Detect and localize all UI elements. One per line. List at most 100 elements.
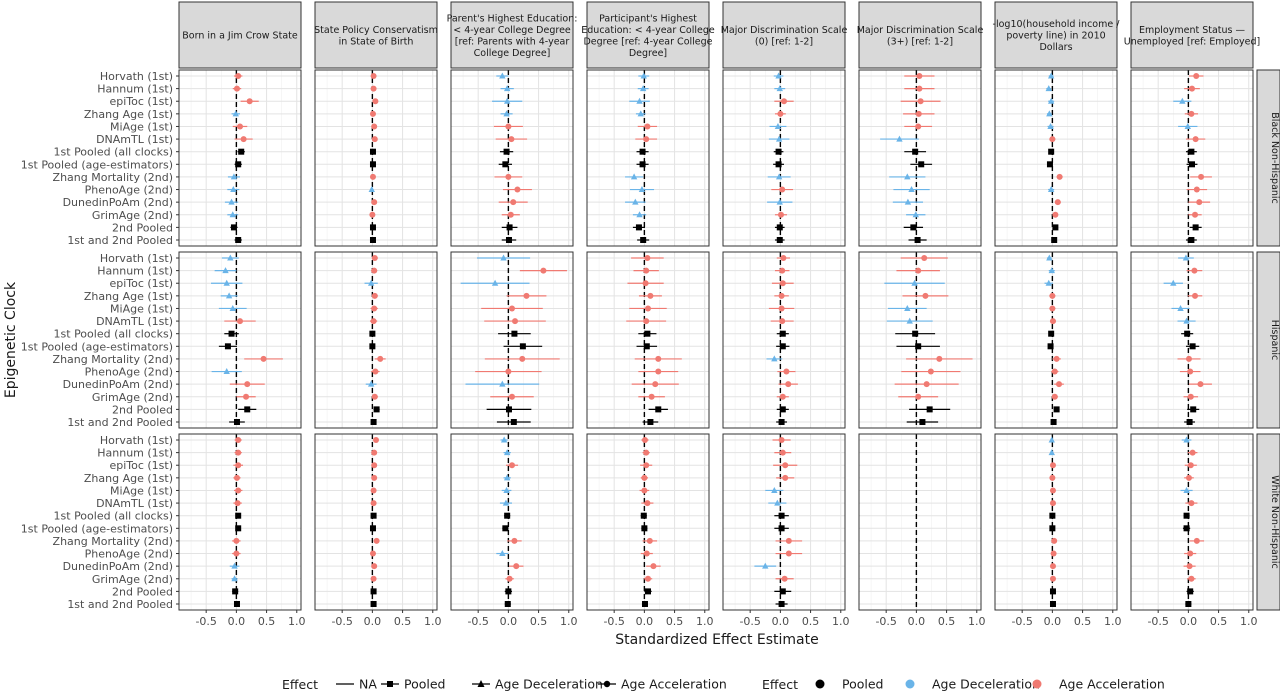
panel-background (995, 252, 1117, 428)
acceleration-point (505, 368, 512, 375)
column-header-box (722, 1, 846, 69)
acceleration-point (370, 85, 377, 92)
acceleration-point (511, 537, 518, 544)
acceleration-point (1197, 381, 1204, 388)
acceleration-point (370, 500, 377, 507)
x-tick-label: -0.5 (331, 615, 352, 628)
pooled-point (506, 224, 513, 231)
column-header-label: -log10(household income / (993, 19, 1121, 30)
pooled-point (502, 525, 509, 532)
acceleration-point (923, 381, 930, 388)
acceleration-point (1049, 305, 1056, 312)
pooled-point (776, 237, 783, 243)
acceleration-point (1196, 199, 1203, 206)
y-tick-label: Horvath (1st) (100, 252, 173, 265)
pooled-point (912, 330, 919, 337)
acceleration-point (783, 368, 790, 375)
pooled-point (910, 224, 917, 231)
deceleration-point (228, 198, 235, 205)
column-header-box (178, 1, 302, 69)
acceleration-point (643, 267, 650, 274)
column-header-box (994, 1, 1118, 69)
acceleration-point (509, 393, 515, 400)
deceleration-point (636, 211, 643, 218)
acceleration-point (785, 537, 792, 544)
column-header-label: < 4-year College Degree (453, 25, 571, 36)
acceleration-point (514, 186, 521, 193)
deceleration-point (638, 186, 646, 193)
pooled-point (504, 512, 511, 519)
panel-border (178, 69, 302, 247)
facet-panels: Born in a Jim Crow State State Policy Con… (21, 1, 1280, 628)
panel-background (723, 70, 845, 246)
deceleration-point (630, 173, 638, 180)
x-tick-label: 0.0 (908, 615, 926, 628)
pooled-point (370, 419, 377, 425)
acceleration-point (779, 267, 786, 274)
deceleration-point (368, 186, 375, 193)
acceleration-point (777, 211, 784, 218)
panel-border (450, 69, 574, 247)
deceleration-point (230, 173, 238, 180)
x-tick-label: 0.0 (228, 615, 246, 628)
acceleration-point (377, 355, 384, 362)
acceleration-point (370, 575, 377, 582)
acceleration-point (915, 110, 922, 117)
acceleration-point (781, 98, 787, 105)
panel-background (1131, 70, 1253, 246)
deceleration-point (1047, 72, 1055, 79)
acceleration-point (915, 123, 922, 130)
pooled-point (233, 419, 240, 425)
acceleration-point (916, 73, 923, 79)
pooled-point (1184, 330, 1191, 337)
acceleration-point (1049, 292, 1056, 299)
column-header-label: Degree [ref: 4-year College (583, 36, 712, 47)
acceleration-point (373, 437, 379, 443)
x-tick-label: 1.0 (1240, 615, 1258, 628)
panel-background (723, 434, 845, 610)
column-header-label: State Policy Conservatism (314, 25, 438, 36)
acceleration-point (643, 462, 650, 469)
pooled-point (238, 148, 245, 155)
acceleration-point (777, 110, 784, 117)
acceleration-point (1185, 355, 1192, 362)
x-tick-label: 1.0 (288, 615, 306, 628)
panel-border (722, 69, 846, 247)
deceleration-point (912, 211, 919, 218)
panel-border (1130, 69, 1254, 247)
legend-acceleration-key (603, 680, 611, 688)
deceleration-point (636, 97, 643, 104)
x-tick-label: 0.0 (1044, 615, 1062, 628)
deceleration-point (499, 72, 506, 79)
pooled-point (912, 148, 919, 155)
deceleration-point (1048, 449, 1055, 456)
pooled-point (647, 419, 654, 425)
acceleration-point (1052, 211, 1059, 218)
deceleration-point (904, 198, 912, 205)
pooled-point (1050, 419, 1057, 425)
y-tick-label: Zhang Age (1st) (84, 290, 173, 303)
x-tick-label: -0.5 (467, 615, 488, 628)
panel-background (451, 434, 573, 610)
acceleration-point (369, 173, 376, 180)
pooled-point (640, 237, 647, 243)
deceleration-point (367, 279, 375, 286)
acceleration-point (915, 267, 922, 274)
x-tick-label: 0.5 (530, 615, 548, 628)
pooled-point (1183, 512, 1190, 519)
pooled-point (775, 161, 782, 168)
pooled-point (1183, 525, 1190, 532)
deceleration-point (637, 110, 644, 117)
acceleration-point (371, 563, 378, 570)
pooled-point (775, 148, 782, 155)
pooled-point (643, 343, 650, 350)
acceleration-point (233, 550, 240, 557)
legend-color-key (1032, 679, 1042, 689)
pooled-point (641, 601, 648, 607)
pooled-point (778, 419, 785, 425)
y-tick-label: DNAmTL (1st) (96, 497, 173, 510)
y-tick-label: Zhang Mortality (2nd) (53, 535, 173, 548)
x-tick-label: 0.5 (1074, 615, 1092, 628)
pooled-point (504, 601, 511, 607)
